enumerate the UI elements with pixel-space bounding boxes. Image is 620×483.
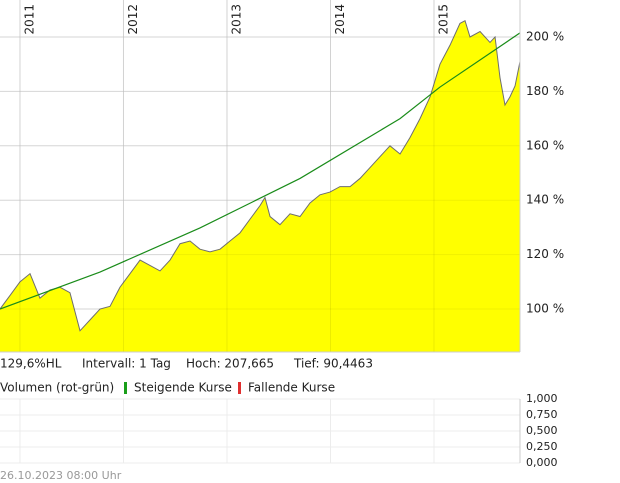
legend-label: Volumen (rot-grün)	[0, 381, 114, 395]
x-tick-label: 2014	[333, 4, 347, 35]
line	[0, 19, 521, 332]
volume-tick-label: 0,750	[526, 408, 558, 421]
info-text: Hoch: 207,665	[186, 357, 274, 371]
x-tick-label: 2011	[22, 4, 36, 35]
legend-swatch	[124, 382, 127, 394]
legend-label: Steigende Kurse	[134, 381, 232, 395]
volume-tick-label: 0,000	[526, 456, 558, 469]
area	[0, 20, 520, 352]
volume-tick-label: 0,500	[526, 424, 558, 437]
x-tick-label: 2012	[126, 4, 140, 35]
x-tick-label: 2013	[229, 4, 243, 35]
volume-tick-label: 0,250	[526, 440, 558, 453]
legend-swatch	[238, 382, 241, 394]
x-tick-label: 2015	[436, 4, 450, 35]
y-tick-label: 120 %	[526, 247, 564, 261]
volume-tick-label: 1,000	[526, 392, 558, 405]
legend-label: Fallende Kurse	[248, 381, 335, 395]
info-text: Tief: 90,4463	[293, 357, 373, 371]
y-tick-label: 200 %	[526, 29, 564, 43]
y-tick-label: 160 %	[526, 138, 564, 152]
timestamp: 26.10.2023 08:00 Uhr	[0, 469, 122, 482]
info-text: 129,6%HL	[0, 357, 62, 371]
line	[0, 32, 521, 310]
info-text: Intervall: 1 Tag	[82, 357, 171, 371]
y-tick-label: 180 %	[526, 84, 564, 98]
y-tick-label: 100 %	[526, 302, 564, 316]
y-tick-label: 140 %	[526, 193, 564, 207]
